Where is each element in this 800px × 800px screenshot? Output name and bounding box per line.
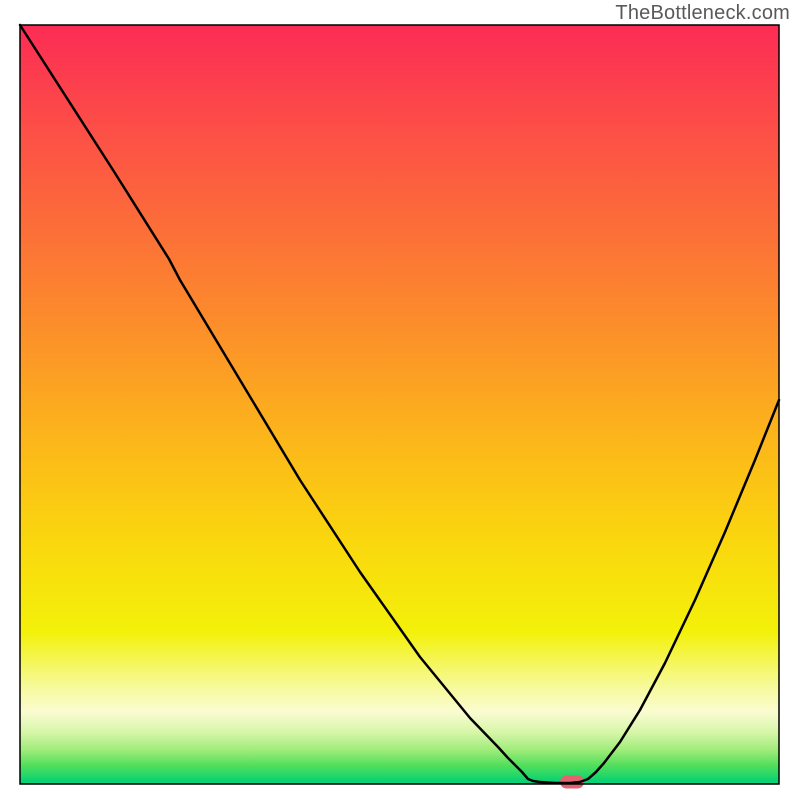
watermark-text: TheBottleneck.com: [615, 2, 790, 25]
plot-background: [20, 25, 779, 784]
chart-svg: [0, 0, 800, 800]
bottleneck-chart: [0, 0, 800, 800]
